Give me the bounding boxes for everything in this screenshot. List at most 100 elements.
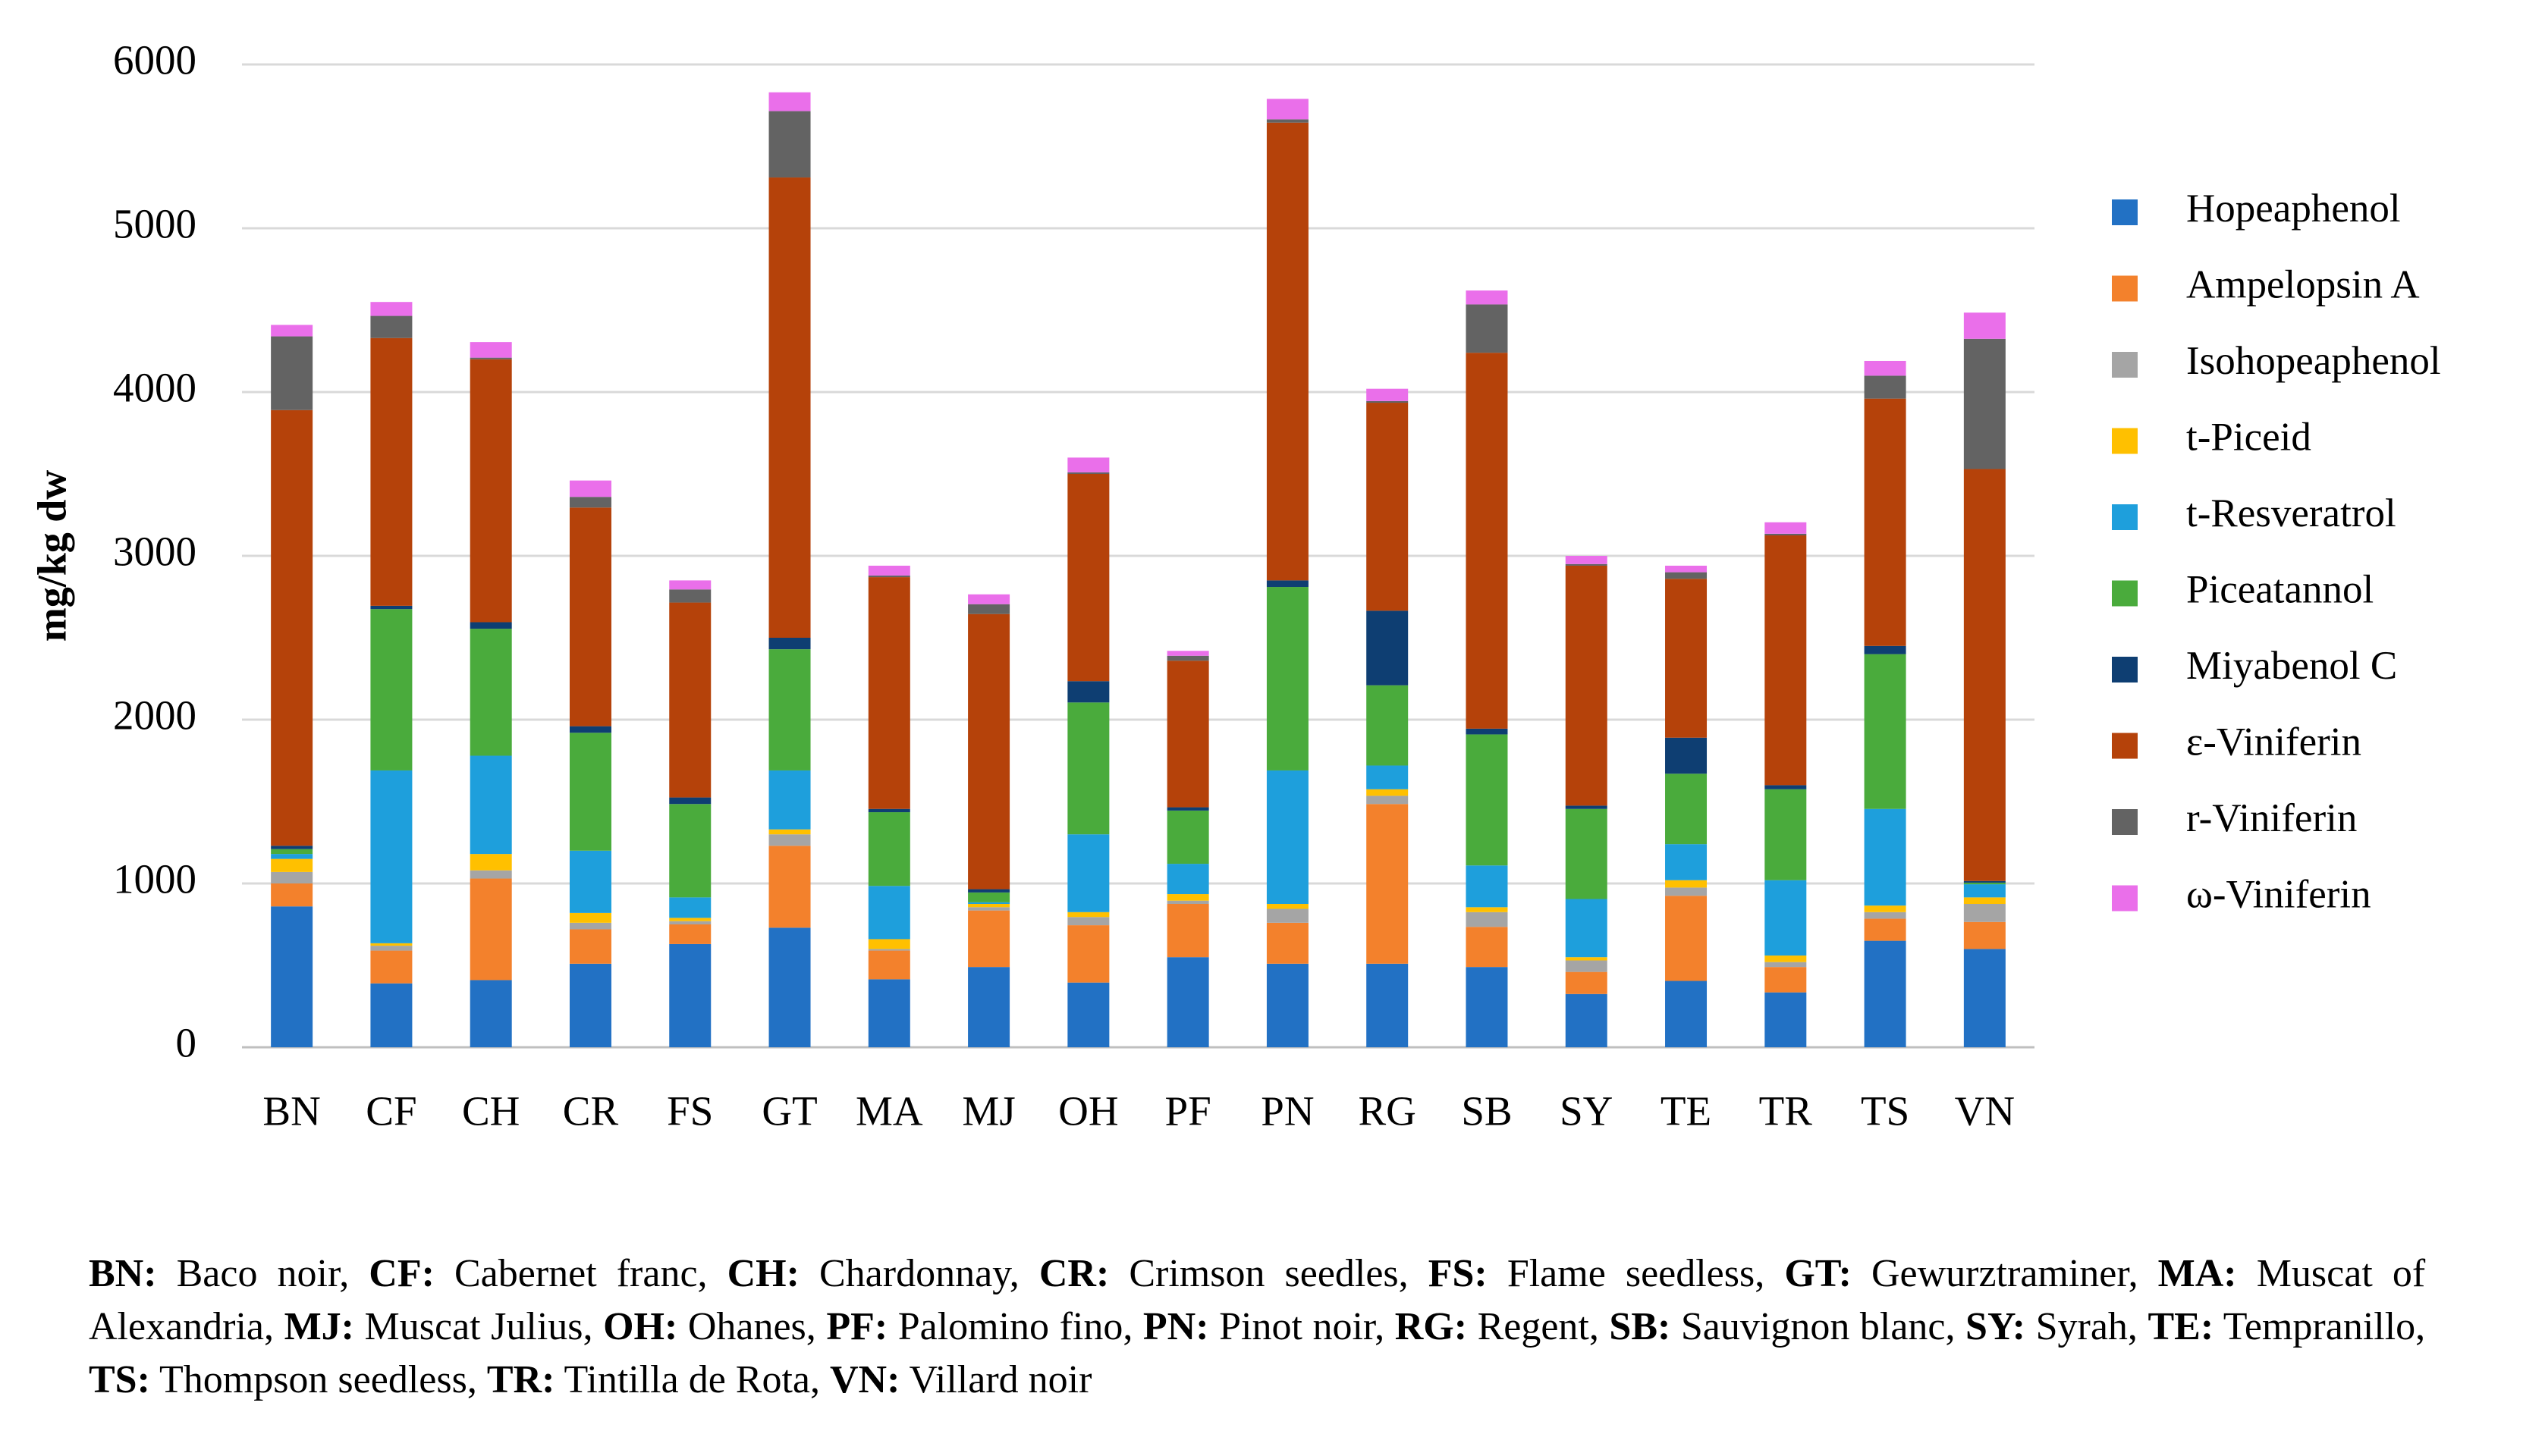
bar-segment — [1167, 894, 1209, 901]
bar-segment — [868, 949, 910, 951]
footnote-code: CH: — [727, 1252, 800, 1295]
footnote-code: SB: — [1609, 1305, 1671, 1348]
bar-segment — [1266, 99, 1309, 120]
bar-segment — [1466, 865, 1508, 908]
footnote-code: FS: — [1428, 1252, 1488, 1295]
bar-segment — [1466, 734, 1508, 866]
bar-segment — [271, 858, 313, 872]
bar-segment — [271, 871, 313, 883]
bar-segment — [968, 907, 1010, 911]
bar-segment — [1466, 353, 1508, 729]
y-tick-label: 1000 — [113, 856, 196, 902]
bar-segment — [470, 629, 512, 756]
bar-segment — [1167, 957, 1209, 1047]
bar-segment — [1864, 808, 1906, 906]
legend-swatch — [2112, 428, 2138, 454]
bar-segment — [1764, 992, 1807, 1047]
bar-segment — [669, 602, 712, 798]
footnote-name: Sauvignon blanc, — [1680, 1305, 1956, 1348]
bar-segment — [1466, 927, 1508, 968]
bar-segment — [1963, 312, 2006, 339]
footnote-name: Palomino fino, — [897, 1305, 1133, 1348]
bar-segment — [868, 575, 910, 578]
bar-segment — [669, 589, 712, 603]
x-tick-label: TS — [1861, 1088, 1909, 1134]
x-tick-label: CF — [366, 1088, 416, 1134]
bar-segment — [370, 943, 413, 946]
bar-segment — [271, 854, 313, 859]
bar-segment — [768, 638, 811, 650]
bar-segment — [569, 726, 611, 733]
bar-segment — [1067, 912, 1110, 918]
bar-segment — [470, 854, 512, 871]
footnote-code: TR: — [486, 1358, 555, 1401]
bar-segment — [1565, 565, 1607, 806]
x-tick-label: CH — [462, 1088, 520, 1134]
bar-segment — [271, 906, 313, 1047]
bar-segment — [1266, 122, 1309, 581]
bar-segment — [1963, 880, 2006, 883]
bar-segment — [1665, 896, 1708, 981]
x-tick-label: SY — [1560, 1088, 1613, 1134]
bar-segment — [1864, 912, 1906, 919]
bar-segment — [1864, 918, 1906, 941]
bar-segment — [868, 979, 910, 1047]
bar-segment — [1366, 403, 1409, 611]
bar-segment — [1366, 963, 1409, 1047]
x-tick-label: MA — [856, 1088, 923, 1134]
x-tick-label: BN — [262, 1088, 320, 1134]
bar-segment — [669, 918, 712, 921]
bar-segment — [569, 912, 611, 923]
x-tick-label: TE — [1661, 1088, 1711, 1134]
bar-segment — [1864, 940, 1906, 1047]
bar-segment — [370, 609, 413, 770]
bar-segment — [1067, 472, 1110, 474]
bar-segment — [271, 883, 313, 907]
footnote-name: Tintilla de Rota, — [564, 1358, 820, 1401]
bar-segment — [569, 507, 611, 726]
bar-segment — [470, 357, 512, 359]
legend-swatch — [2112, 885, 2138, 912]
bar-segment — [1963, 897, 2006, 904]
footnote-name: Chardonnay, — [818, 1252, 1020, 1295]
bar-segment — [968, 902, 1010, 904]
bar-segment — [271, 325, 313, 337]
bar-segment — [569, 480, 611, 497]
bar-segment — [1665, 981, 1708, 1047]
x-tick-label: SB — [1461, 1088, 1512, 1134]
bar-segment — [1764, 785, 1807, 789]
bar-segment — [1366, 685, 1409, 766]
legend-label: t-Piceid — [2186, 416, 2311, 460]
footnote-name: Tempranillo, — [2223, 1305, 2426, 1348]
bar-segment — [968, 904, 1010, 908]
footnote-name: Cabernet franc, — [454, 1252, 708, 1295]
bar-segment — [370, 315, 413, 338]
x-tick-label: PF — [1165, 1088, 1211, 1134]
bar-segment — [768, 829, 811, 835]
legend-label: Piceatannol — [2186, 568, 2374, 612]
x-tick-label: TR — [1759, 1088, 1813, 1134]
legend-swatch — [2112, 352, 2138, 378]
bar-segment — [1565, 899, 1607, 958]
bar-segment — [470, 755, 512, 855]
bar-segment — [569, 850, 611, 913]
bar-segment — [470, 342, 512, 358]
legend-swatch — [2112, 809, 2138, 835]
bar-segment — [1266, 922, 1309, 964]
footnote-code: VN: — [830, 1358, 900, 1401]
bar-segment — [470, 878, 512, 981]
y-tick-label: 2000 — [113, 692, 196, 739]
bar-segment — [1067, 917, 1110, 926]
legend-label: Hopeaphenol — [2186, 187, 2401, 231]
bar-segment — [868, 950, 910, 980]
y-tick-label: 6000 — [113, 37, 196, 83]
bar-segment — [768, 92, 811, 111]
bar-segment — [370, 983, 413, 1047]
bar-segment — [1764, 535, 1807, 786]
bar-segment — [669, 921, 712, 924]
bar-segment — [569, 497, 611, 508]
bar-segment — [1366, 795, 1409, 805]
footnote-name: Regent, — [1477, 1305, 1599, 1348]
footnote-name: Muscat Julius, — [364, 1305, 593, 1348]
y-axis-label: mg/kg dw — [29, 470, 74, 642]
